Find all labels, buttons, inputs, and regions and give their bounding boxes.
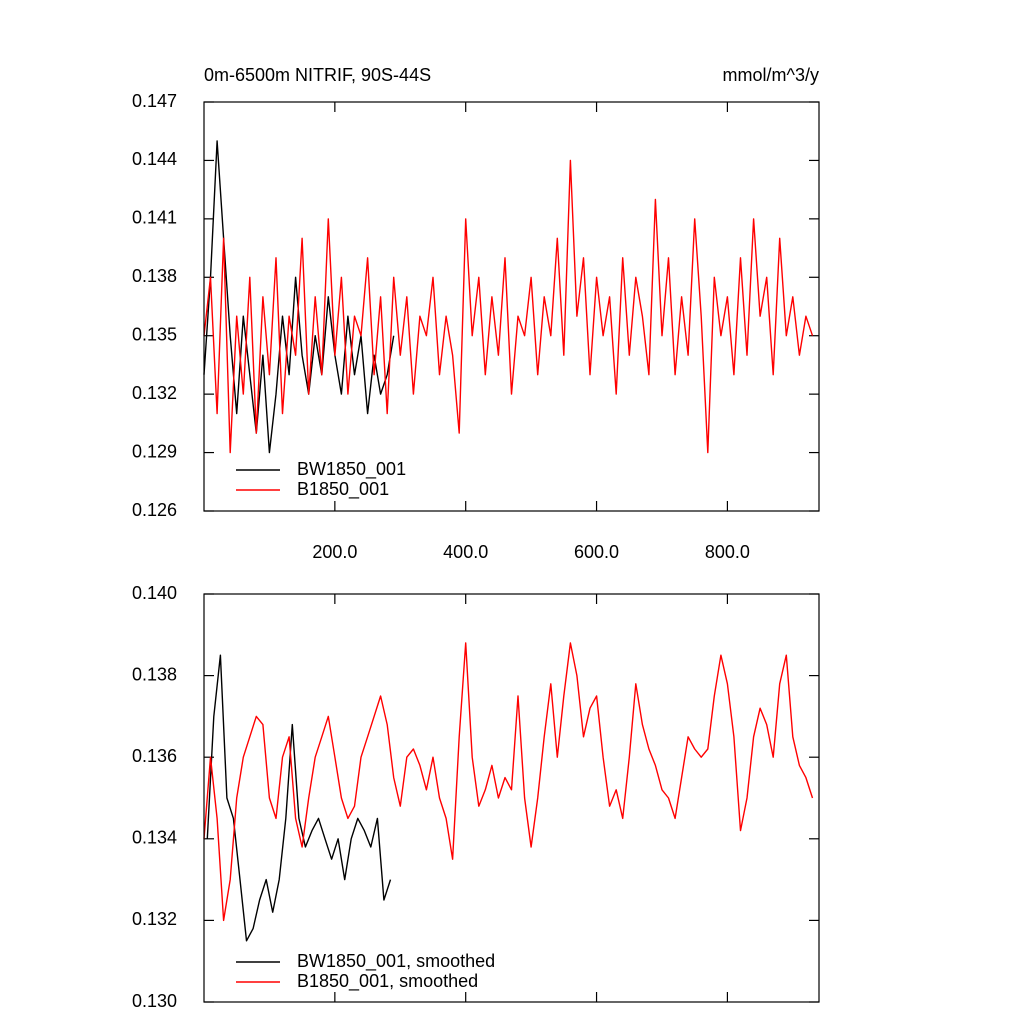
x-tick-label: 400.0: [443, 542, 488, 562]
y-tick-label: 0.132: [132, 909, 177, 929]
data-line: [203, 642, 814, 922]
y-tick-label: 0.126: [132, 500, 177, 520]
y-tick-label: 0.141: [132, 208, 177, 228]
legend-label: BW1850_001: [297, 459, 406, 480]
y-tick-label: 0.140: [132, 583, 177, 603]
y-tick-label: 0.129: [132, 441, 177, 461]
data-line: [206, 654, 392, 942]
y-tick-label: 0.138: [132, 664, 177, 684]
y-tick-label: 0.134: [132, 828, 177, 848]
y-tick-label: 0.136: [132, 746, 177, 766]
y-tick-label: 0.144: [132, 149, 177, 169]
legend-label: BW1850_001, smoothed: [297, 951, 495, 972]
chart-units: mmol/m^3/y: [723, 65, 819, 85]
x-tick-label: 800.0: [705, 542, 750, 562]
plot-frame: [203, 101, 820, 512]
y-tick-label: 0.135: [132, 324, 177, 344]
legend-label: B1850_001: [297, 479, 389, 500]
x-tick-label: 200.0: [312, 542, 357, 562]
y-tick-label: 0.138: [132, 266, 177, 286]
data-line: [203, 140, 395, 454]
y-tick-label: 0.130: [132, 991, 177, 1011]
x-tick-label: 600.0: [574, 542, 619, 562]
legend-label: B1850_001, smoothed: [297, 971, 478, 992]
data-line: [203, 159, 814, 454]
y-tick-label: 0.132: [132, 383, 177, 403]
y-tick-label: 0.147: [132, 91, 177, 111]
plot-frame: [203, 593, 820, 1003]
chart-title: 0m-6500m NITRIF, 90S-44S: [204, 65, 431, 85]
